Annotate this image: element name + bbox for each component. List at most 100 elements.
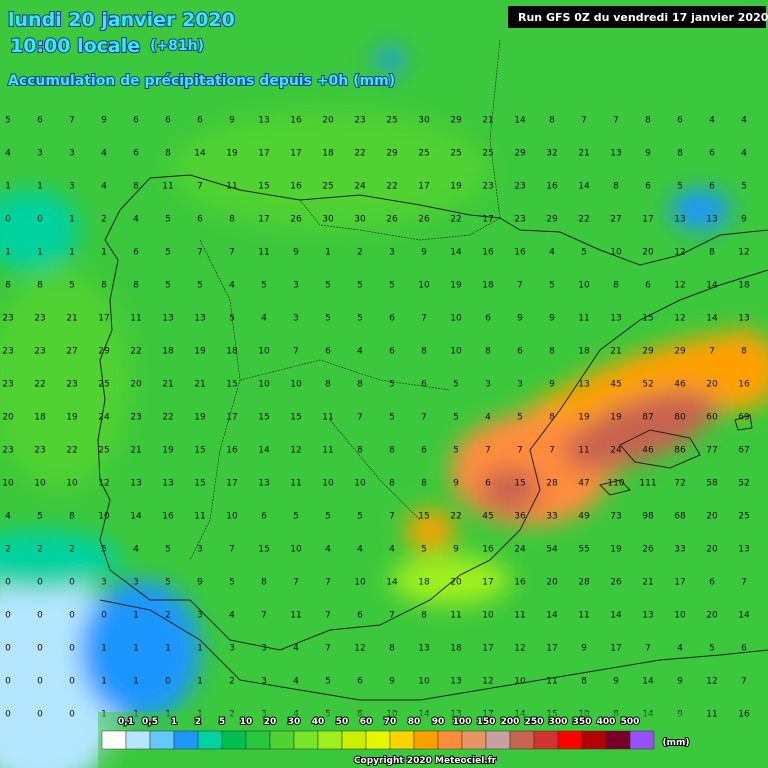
grid-value: 13 [610, 314, 621, 324]
grid-value: 0 [69, 578, 75, 588]
grid-value: 4 [741, 149, 747, 159]
grid-value: 86 [674, 446, 686, 456]
grid-value: 8 [677, 149, 683, 159]
grid-value: 8 [229, 215, 235, 225]
legend-swatch [245, 730, 271, 750]
grid-value: 11 [706, 710, 717, 720]
legend-swatch [581, 730, 607, 750]
grid-value: 26 [386, 215, 398, 225]
grid-value: 14 [706, 314, 718, 324]
grid-value: 22 [66, 446, 77, 456]
grid-value: 0 [101, 611, 107, 621]
grid-value: 8 [549, 347, 555, 357]
grid-value: 4 [677, 644, 683, 654]
grid-value: 20 [706, 545, 718, 555]
grid-value: 9 [677, 677, 683, 687]
grid-value: 15 [226, 380, 237, 390]
grid-value: 72 [674, 479, 685, 489]
grid-value: 4 [709, 116, 715, 126]
grid-value: 5 [357, 314, 363, 324]
grid-value: 12 [674, 248, 685, 258]
grid-value: 8 [549, 413, 555, 423]
grid-value: 3 [517, 380, 523, 390]
run-box [508, 6, 766, 28]
legend-label: 2 [195, 717, 201, 727]
grid-value: 5 [389, 380, 395, 390]
legend-swatch [437, 730, 463, 750]
legend-label: 80 [408, 717, 421, 727]
grid-value: 20 [706, 512, 718, 522]
island [734, 414, 753, 431]
grid-value: 13 [194, 314, 205, 324]
grid-value: 14 [258, 446, 270, 456]
run-info: Run GFS 0Z du vendredi 17 janvier 2020 [518, 11, 768, 24]
grid-value: 21 [578, 149, 589, 159]
grid-value: 15 [258, 545, 269, 555]
grid-value: 25 [418, 149, 429, 159]
grid-value: 8 [69, 512, 75, 522]
grid-value: 5 [165, 281, 171, 291]
grid-value: 7 [69, 116, 75, 126]
grid-value: 29 [450, 116, 462, 126]
grid-value: 13 [258, 479, 269, 489]
legend-swatch [629, 730, 655, 750]
grid-value: 18 [578, 347, 590, 357]
grid-value: 5 [325, 281, 331, 291]
grid-value: 18 [482, 281, 494, 291]
grid-value: 10 [34, 479, 46, 489]
time: 10:00 locale [10, 35, 140, 57]
grid-value: 2 [37, 545, 43, 555]
legend-label: 90 [432, 717, 445, 727]
grid-value: 13 [162, 479, 173, 489]
grid-value: 21 [66, 314, 77, 324]
legend-swatch [317, 730, 343, 750]
grid-value: 3 [37, 149, 43, 159]
grid-value: 17 [418, 182, 429, 192]
grid-value: 0 [5, 677, 11, 687]
grid-value: 5 [677, 182, 683, 192]
legend-swatch [221, 730, 247, 750]
grid-value: 20 [546, 578, 558, 588]
date: lundi 20 janvier 2020 [8, 9, 235, 31]
grid-value: 7 [645, 644, 651, 654]
grid-value: 4 [293, 644, 299, 654]
grid-value: 9 [453, 479, 459, 489]
grid-value: 46 [642, 446, 654, 456]
grid-value: 10 [354, 479, 366, 489]
grid-value: 1 [197, 677, 203, 687]
grid-value: 13 [578, 380, 589, 390]
grid-value: 6 [389, 314, 395, 324]
grid-value: 8 [325, 380, 331, 390]
legend-swatch [485, 730, 511, 750]
grid-value: 7 [581, 116, 587, 126]
grid-value: 47 [578, 479, 589, 489]
grid-value: 22 [162, 413, 173, 423]
grid-value: 19 [610, 413, 622, 423]
grid-value: 0 [37, 710, 43, 720]
grid-value: 69 [738, 413, 750, 423]
grid-value: 1 [5, 248, 11, 258]
grid-value: 7 [517, 281, 523, 291]
coastline [97, 177, 768, 651]
grid-value: 5 [741, 182, 747, 192]
grid-value: 2 [229, 677, 235, 687]
grid-value: 7 [325, 644, 331, 654]
grid-value: 19 [610, 545, 622, 555]
grid-value: 7 [389, 611, 395, 621]
grid-value: 8 [549, 116, 555, 126]
coastlines [97, 39, 768, 701]
grid-value: 5 [357, 281, 363, 291]
grid-value: 23 [514, 182, 525, 192]
grid-value: 9 [229, 116, 235, 126]
legend-label: 100 [453, 717, 472, 727]
grid-value: 87 [642, 413, 653, 423]
grid-value: 4 [101, 149, 107, 159]
grid-value: 111 [639, 479, 656, 489]
grid-value: 19 [450, 281, 462, 291]
grid-value: 8 [389, 479, 395, 489]
grid-value: 20 [322, 116, 334, 126]
grid-value: 9 [741, 215, 747, 225]
grid-value: 11 [450, 611, 461, 621]
grid-value: 10 [610, 248, 622, 258]
grid-value: 15 [290, 413, 301, 423]
